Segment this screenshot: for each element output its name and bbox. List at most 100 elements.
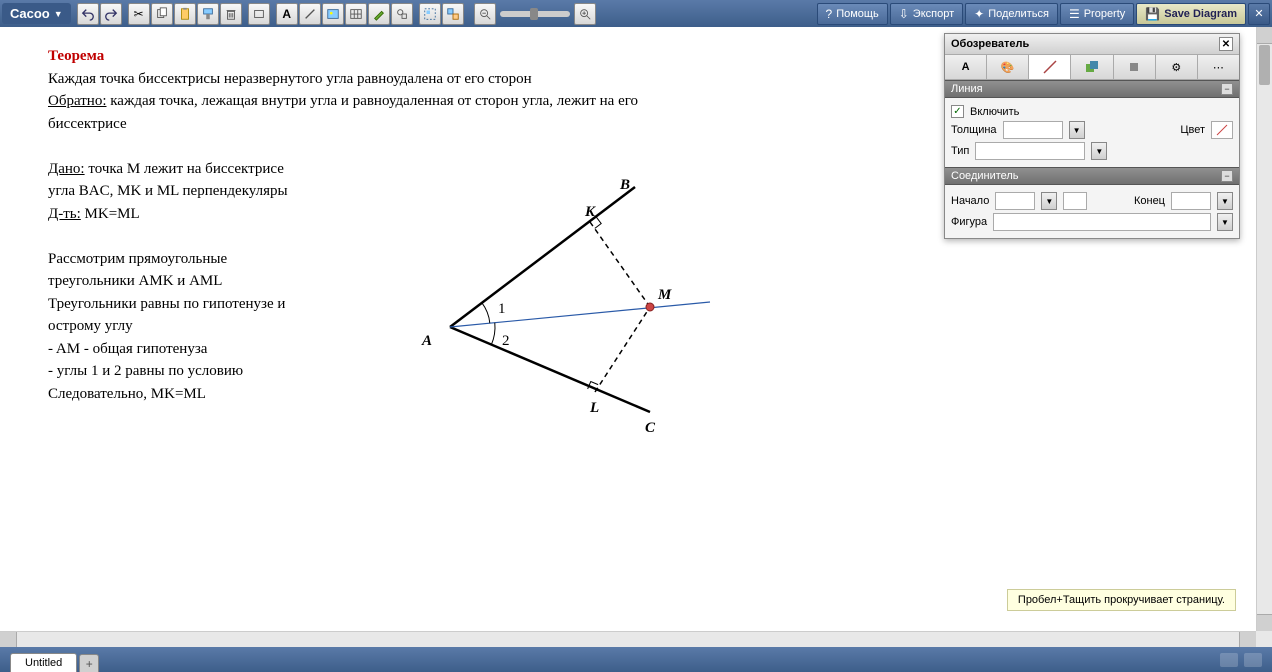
text-icon: A [282,7,291,21]
ungroup-button[interactable] [442,3,464,25]
theorem-line3: биссектрисе [48,113,638,136]
panel-close-button[interactable]: ✕ [1219,37,1233,51]
theorem-title: Теорема [48,45,638,68]
close-icon: ✕ [1254,7,1263,20]
group-button[interactable] [419,3,441,25]
thickness-label: Толщина [951,124,997,136]
shapes-tool[interactable] [391,3,413,25]
save-icon: 💾 [1145,7,1160,21]
thickness-field[interactable] [1003,121,1063,139]
theorem-line1: Каждая точка биссектрисы неразвернутого … [48,68,638,91]
section-line-header[interactable]: Линия − [945,80,1239,98]
export-label: Экспорт [913,8,954,20]
shape-dropdown[interactable]: ▼ [1217,213,1233,231]
type-dropdown[interactable]: ▼ [1091,142,1107,160]
rect-tool[interactable] [248,3,270,25]
paste-button[interactable] [174,3,196,25]
start-field[interactable] [995,192,1035,210]
property-button[interactable]: ☰Property [1060,3,1134,25]
tab-fill[interactable]: 🎨 [987,55,1029,79]
color-label: Цвет [1180,124,1205,136]
status-icon-1[interactable] [1220,653,1238,667]
export-button[interactable]: ⇩ Экспорт [890,3,963,25]
hint-tooltip: Пробел+Тащить прокручивает страницу. [1007,589,1236,611]
text-tool[interactable]: A [276,3,298,25]
delete-button[interactable] [220,3,242,25]
end-field[interactable] [1171,192,1211,210]
share-icon: ✦ [974,7,984,21]
close-button[interactable]: ✕ [1248,3,1270,25]
section-line-body: ✓ Включить Толщина ▼ Цвет Тип ▼ [945,98,1239,167]
image-tool[interactable] [322,3,344,25]
tab-shadow[interactable] [1114,55,1156,79]
type-field[interactable] [975,142,1085,160]
cut-button[interactable]: ✂ [128,3,150,25]
status-icon-2[interactable] [1244,653,1262,667]
collapse-icon2[interactable]: − [1221,170,1233,182]
redo-button[interactable] [100,3,122,25]
zoom-slider[interactable] [500,11,570,17]
svg-text:1: 1 [498,301,506,317]
logo-dropdown-icon: ▼ [54,9,63,19]
draw-tool[interactable] [368,3,390,25]
svg-text:K: K [584,204,596,220]
tab-arrange[interactable] [1071,55,1113,79]
gear-icon: ⚙ [1171,61,1181,74]
sheet-tab[interactable]: Untitled [10,653,77,672]
app-logo[interactable]: Cacoo ▼ [2,3,71,24]
properties-panel: Обозреватель ✕ A 🎨 ⚙ ⋯ Линия − ✓ Включит… [944,33,1240,239]
section-connector-title: Соединитель [951,170,1019,182]
text-tab-icon: A [962,61,970,73]
share-button[interactable]: ✦ Поделиться [965,3,1058,25]
section-connector-header[interactable]: Соединитель − [945,167,1239,185]
format-painter-button[interactable] [197,3,219,25]
copy-button[interactable] [151,3,173,25]
section-connector-body: Начало ▼ Конец ▼ Фигура ▼ [945,185,1239,238]
scroll-corner [1256,631,1272,647]
help-label: Помощь [836,8,879,20]
share-label: Поделиться [988,8,1049,20]
svg-text:B: B [619,177,630,193]
export-icon: ⇩ [899,7,909,21]
tab-more[interactable]: ⋯ [1198,55,1239,79]
horizontal-scrollbar[interactable] [0,631,1256,647]
canvas[interactable]: Теорема Каждая точка биссектрисы неразве… [0,27,1256,631]
tab-line[interactable] [1029,55,1071,79]
svg-text:L: L [589,400,599,416]
app-name: Cacoo [10,6,50,21]
mid-swatch[interactable] [1063,192,1087,210]
main-area: Теорема Каждая точка биссектрисы неразве… [0,27,1272,647]
vertical-scrollbar[interactable] [1256,27,1272,631]
zoom-out-button[interactable] [474,3,496,25]
zoom-controls [474,3,596,25]
enable-checkbox[interactable]: ✓ [951,105,964,118]
tab-text[interactable]: A [945,55,987,79]
panel-tabs: A 🎨 ⚙ ⋯ [945,55,1239,80]
svg-text:M: M [657,287,672,303]
collapse-icon[interactable]: − [1221,83,1233,95]
line-tool[interactable] [299,3,321,25]
zoom-in-button[interactable] [574,3,596,25]
help-button[interactable]: ?Помощь [817,3,888,25]
save-diagram-button[interactable]: 💾Save Diagram [1136,3,1246,25]
enable-label: Включить [970,106,1019,118]
add-sheet-button[interactable]: + [79,654,99,672]
panel-title-text: Обозреватель [951,38,1029,50]
svg-text:A: A [421,333,432,349]
thickness-dropdown[interactable]: ▼ [1069,121,1085,139]
svg-text:2: 2 [502,333,510,349]
type-label: Тип [951,145,969,157]
shape-label: Фигура [951,216,987,228]
end-dropdown[interactable]: ▼ [1217,192,1233,210]
color-swatch[interactable] [1211,121,1233,139]
table-tool[interactable] [345,3,367,25]
end-label: Конец [1134,195,1165,207]
bottom-bar: Untitled + [0,647,1272,672]
panel-titlebar[interactable]: Обозреватель ✕ [945,34,1239,55]
cut-icon: ✂ [134,7,144,21]
shape-field[interactable] [993,213,1211,231]
top-toolbar: Cacoo ▼ ✂ A ?Помощь ⇩ Экспорт ✦ Поделиться… [0,0,1272,27]
start-dropdown[interactable]: ▼ [1041,192,1057,210]
tab-settings[interactable]: ⚙ [1156,55,1198,79]
undo-button[interactable] [77,3,99,25]
